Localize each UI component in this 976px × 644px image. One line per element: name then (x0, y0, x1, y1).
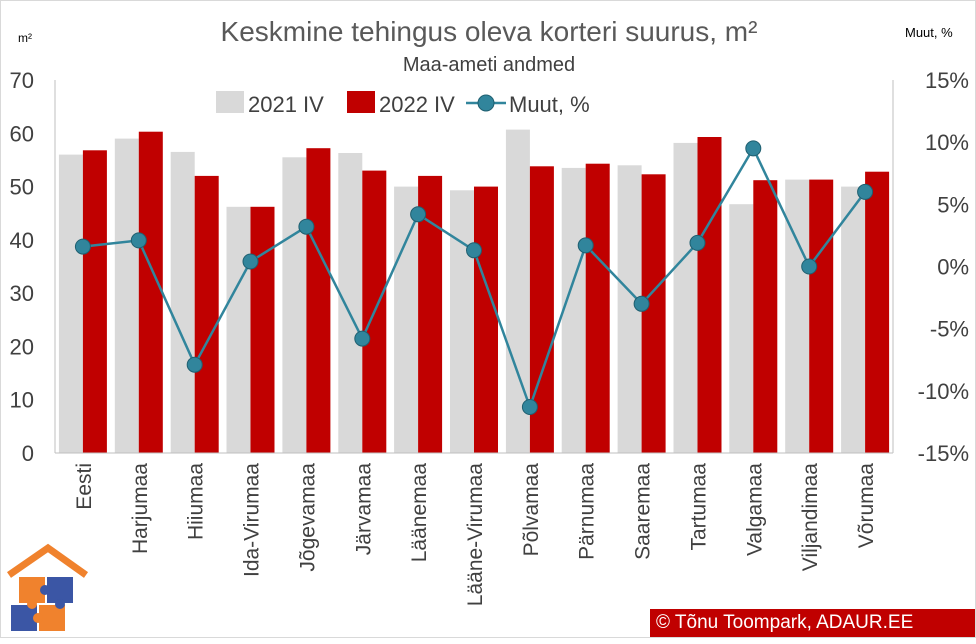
legend-marker-muut (477, 94, 495, 112)
line-point-7 (466, 242, 482, 259)
bar-2021-12 (729, 204, 754, 453)
legend-swatch-2022 (347, 91, 375, 113)
bar-2021-5 (338, 153, 363, 453)
axes-layer (54, 80, 894, 454)
bar-2021-14 (841, 186, 866, 453)
legend-label-muut: Muut, % (509, 92, 590, 117)
x-category-label: Põlvamaa (520, 463, 543, 557)
line-point-10 (633, 295, 650, 312)
bar-2021-2 (170, 151, 195, 453)
logo-knob-1 (40, 585, 50, 595)
line-point-12 (745, 140, 762, 157)
legend-swatch-2021 (216, 91, 244, 113)
x-category-label: Valgamaa (743, 463, 766, 556)
house-puzzle-logo (7, 543, 89, 631)
bar-2021-1 (114, 138, 139, 453)
y-right-tick-label: -15% (918, 441, 969, 466)
y-right-tick-label: -10% (918, 379, 969, 404)
bar-2022-13 (809, 179, 834, 453)
bar-2021-7 (450, 190, 474, 454)
y-left-tick-label: 10 (10, 388, 34, 413)
bar-2022-14 (865, 171, 890, 453)
x-category-label: Hiiumaa (185, 463, 208, 540)
bar-2022-11 (697, 137, 722, 453)
x-category-label: Pärnumaa (576, 463, 599, 560)
x-category-label: Läänemaa (408, 463, 431, 563)
y-left-tick-label: 20 (10, 334, 34, 359)
y-right-tick-label: 10% (925, 130, 969, 155)
line-point-14 (857, 183, 874, 200)
y-left-tick-label: 0 (22, 441, 34, 466)
bar-2022-1 (138, 131, 163, 453)
copyright-label: © Tõnu Toompark, ADAUR.EE (650, 609, 975, 637)
bar-2022-12 (753, 180, 778, 453)
x-category-label: Võrumaa (855, 463, 878, 549)
labels-layer: 0 10 20 30 40 50 60 70 -15% -10% -5% 0% 5% 10% 15% Eest… (10, 16, 969, 606)
line-layer (74, 140, 874, 415)
bar-2021-0 (58, 154, 83, 453)
x-category-label: Järvamaa (352, 463, 375, 556)
bar-2022-3 (250, 206, 275, 453)
bar-2021-4 (282, 157, 307, 454)
y-right-unit: Muut, % (905, 25, 953, 40)
line-point-3 (242, 253, 259, 270)
bar-2022-0 (82, 150, 107, 454)
line-point-8 (521, 399, 538, 415)
line-point-5 (354, 330, 371, 347)
bar-2022-9 (585, 163, 610, 453)
bar-2021-9 (561, 167, 586, 453)
y-right-tick-label: -5% (930, 317, 969, 342)
line-point-4 (298, 218, 315, 235)
x-category-label: Tartumaa (688, 463, 711, 551)
x-category-label: Lääne-Virumaa (464, 463, 487, 607)
line-point-11 (689, 234, 706, 251)
logo-roof (7, 543, 89, 578)
legend-label-2022: 2022 IV (379, 92, 455, 117)
y-left-tick-label: 40 (10, 228, 34, 253)
bar-2021-11 (673, 142, 698, 453)
x-category-label: Ida-Virumaa (241, 463, 264, 577)
logo-piece-orange-2 (39, 605, 65, 631)
chart-title: Keskmine tehingus oleva korteri suurus, … (221, 16, 758, 47)
line-point-13 (801, 258, 818, 275)
legend-label-2021: 2021 IV (248, 92, 324, 117)
y-right-tick-label: 15% (925, 68, 969, 93)
logo-knob-2 (27, 599, 37, 609)
bar-2022-7 (474, 186, 498, 453)
logo-knob-4 (33, 613, 43, 623)
line-point-9 (577, 237, 594, 254)
x-category-label: Saaremaa (632, 463, 655, 560)
bar-2022-2 (194, 175, 219, 453)
x-category-label: Eesti (73, 463, 96, 510)
y-left-tick-label: 60 (10, 121, 34, 146)
line-point-6 (410, 206, 427, 223)
y-left-tick-label: 70 (10, 68, 34, 93)
logo-piece-blue (47, 577, 73, 603)
x-category-label: Harjumaa (129, 463, 152, 554)
chart-subtitle: Maa-ameti andmed (403, 54, 575, 76)
bars-layer (58, 129, 890, 454)
line-point-2 (186, 356, 203, 373)
y-right-tick-label: 0% (937, 255, 969, 280)
bar-2021-6 (394, 186, 419, 453)
y-left-tick-label: 30 (10, 281, 34, 306)
x-category-label: Viljandimaa (799, 463, 822, 571)
bar-2022-10 (641, 174, 666, 454)
logo-piece-blue-2 (11, 605, 37, 631)
legend: 2021 IV 2022 IV Muut, % (216, 91, 590, 117)
logo-knob-3 (55, 599, 65, 609)
line-point-1 (130, 232, 147, 249)
bar-2022-4 (306, 148, 331, 453)
y-right-tick-label: 5% (937, 192, 969, 217)
x-category-label: Jõgevamaa (296, 463, 319, 572)
bar-2021-3 (226, 206, 251, 453)
y-left-unit: m² (18, 31, 32, 45)
y-left-tick-label: 50 (10, 175, 34, 200)
line-point-0 (74, 238, 91, 255)
